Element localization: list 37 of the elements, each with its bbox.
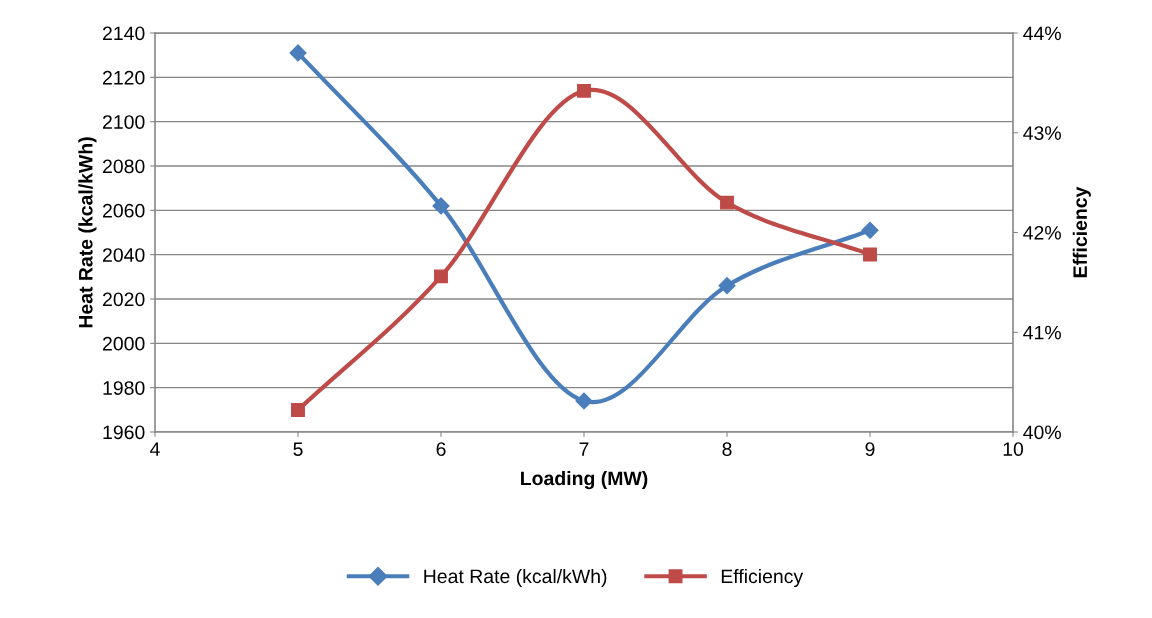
y2-tick-label: 44% <box>1023 26 1061 41</box>
y-tick-label: 2040 <box>103 248 145 262</box>
point <box>577 83 591 98</box>
y-tick-label: 2000 <box>103 336 145 351</box>
point <box>718 277 736 295</box>
point <box>291 403 305 418</box>
legend-label: Heat Rate (kcal/kWh) <box>424 568 607 588</box>
y-tick-label: 2080 <box>103 159 145 174</box>
point <box>720 195 734 210</box>
y-tick-label: 2100 <box>103 115 145 129</box>
y-tick-label: 2060 <box>103 203 145 218</box>
x-tick-label: 8 <box>722 442 732 456</box>
y2-tick-label: 42% <box>1023 225 1061 240</box>
point <box>434 269 448 284</box>
y2-tick-label: 41% <box>1023 325 1061 340</box>
y-tick-label: 1960 <box>103 425 145 440</box>
x-tick-label: 9 <box>865 442 875 456</box>
point <box>863 247 877 262</box>
y-axis-title: Heat Rate (kcal/kWh) <box>78 137 97 328</box>
x-tick-label: 7 <box>579 442 589 456</box>
x-tick-label: 6 <box>436 442 446 456</box>
legend-label: Efficiency <box>721 568 804 588</box>
x-tick-label: 10 <box>1003 442 1024 456</box>
y2-tick-label: 40% <box>1023 425 1061 440</box>
x-tick-label: 5 <box>293 442 303 456</box>
y-tick-label: 2120 <box>103 70 145 85</box>
x-tick-label: 4 <box>150 442 160 456</box>
point <box>575 392 593 410</box>
point <box>289 44 307 62</box>
point <box>432 197 450 215</box>
y2-tick-label: 43% <box>1023 126 1061 140</box>
y-tick-label: 2140 <box>103 26 145 41</box>
x-axis-title: Loading (MW) <box>521 470 648 490</box>
y2-axis-title: Efficiency <box>1072 186 1091 278</box>
y-tick-label: 2020 <box>103 292 145 307</box>
y-tick-label: 1980 <box>103 381 145 395</box>
point <box>861 221 879 239</box>
